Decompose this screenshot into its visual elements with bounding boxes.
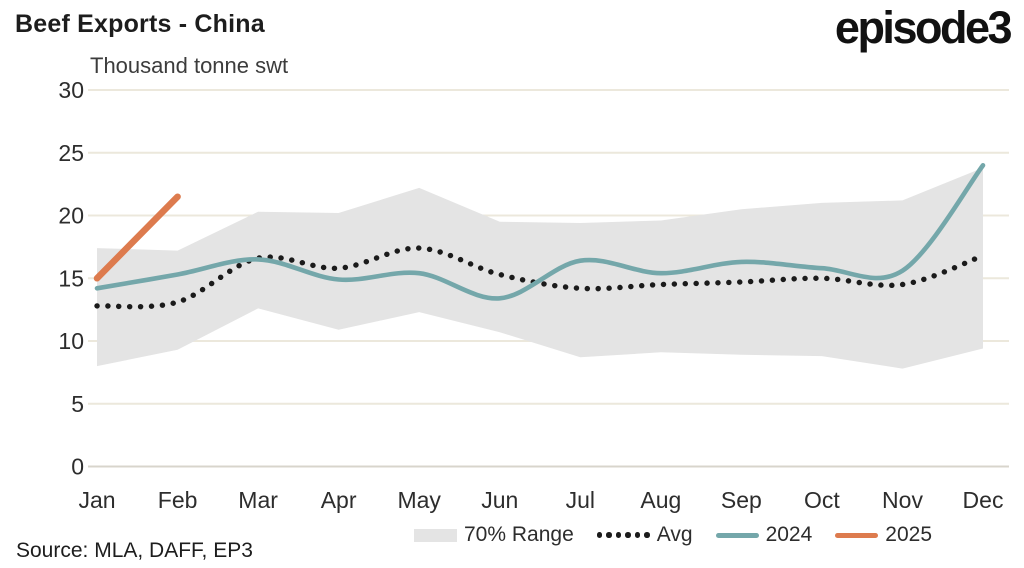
- x-tick-label: Oct: [804, 487, 840, 513]
- source-note: Source: MLA, DAFF, EP3: [16, 539, 253, 562]
- line-2024: [94, 163, 986, 301]
- legend-label: 2024: [765, 523, 813, 546]
- x-tick-label: May: [397, 487, 441, 513]
- brand-logo-episode3: episode3: [834, 2, 1013, 53]
- range-band: [97, 167, 983, 369]
- y-tick-label: 20: [58, 203, 84, 229]
- legend-label: 70% Range: [464, 523, 574, 546]
- y-tick-label: 0: [71, 454, 84, 480]
- line-swatch-icon: [715, 532, 759, 538]
- x-tick-label: Jul: [566, 487, 595, 513]
- x-tick-label: Dec: [963, 487, 1004, 513]
- y-tick-label: 5: [71, 391, 84, 417]
- y-axis-unit-label: Thousand tonne swt: [90, 53, 289, 78]
- x-tick-label: Jun: [481, 487, 518, 513]
- legend-item-2025: 2025: [835, 523, 932, 547]
- y-tick-label: 25: [58, 140, 84, 166]
- line-swatch-icon: [835, 532, 879, 538]
- chart-title: Beef Exports - China: [15, 10, 265, 38]
- x-tick-label: Apr: [321, 487, 357, 513]
- legend-item-2024: 2024: [715, 523, 813, 547]
- x-tick-label: Aug: [640, 487, 681, 513]
- y-tick-label: 15: [58, 265, 84, 291]
- chart-legend: 70% Range Avg 2024 2025: [414, 523, 932, 547]
- legend-label: Avg: [656, 523, 693, 546]
- legend-label: 2025: [885, 523, 932, 546]
- y-tick-label: 30: [58, 77, 84, 103]
- line-2025: [93, 193, 181, 282]
- x-tick-label: Feb: [158, 487, 198, 513]
- x-tick-label: Mar: [238, 487, 278, 513]
- range-swatch-icon: [414, 528, 457, 542]
- legend-item-70-range: 70% Range: [414, 523, 574, 547]
- y-tick-label: 10: [58, 328, 84, 354]
- dotted-line-swatch-icon: [596, 532, 650, 538]
- x-tick-label: Sep: [721, 487, 762, 513]
- x-tick-label: Nov: [882, 487, 923, 513]
- legend-item-avg: Avg: [596, 523, 693, 547]
- x-tick-label: Jan: [78, 487, 115, 513]
